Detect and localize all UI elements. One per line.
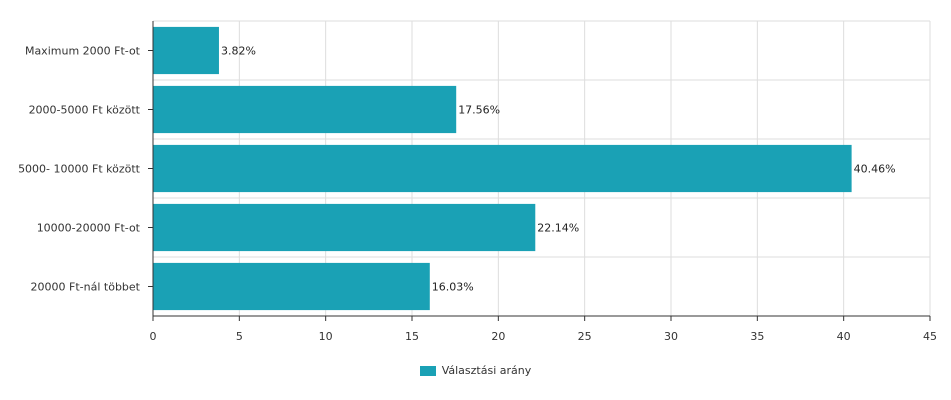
- x-tick-label: 45: [923, 330, 937, 343]
- bar[interactable]: [153, 26, 219, 75]
- bar[interactable]: [153, 262, 430, 311]
- x-tick-label: 0: [150, 330, 157, 343]
- x-tick-label: 20: [491, 330, 505, 343]
- data-label: 40.46%: [854, 163, 896, 176]
- x-tick-label: 5: [236, 330, 243, 343]
- x-tick-label: 25: [578, 330, 592, 343]
- bar[interactable]: [153, 144, 852, 193]
- category-label: 2000-5000 Ft között: [29, 104, 141, 117]
- legend-swatch: [419, 365, 436, 376]
- x-tick-label: 35: [750, 330, 764, 343]
- x-tick-label: 15: [405, 330, 419, 343]
- legend-label: Választási arány: [441, 364, 532, 377]
- x-tick-label: 10: [319, 330, 333, 343]
- category-label: 10000-20000 Ft-ot: [37, 222, 141, 235]
- category-label: 20000 Ft-nál többet: [31, 281, 141, 294]
- x-tick-label: 30: [664, 330, 678, 343]
- category-label: Maximum 2000 Ft-ot: [25, 45, 141, 58]
- data-label: 22.14%: [537, 222, 579, 235]
- category-label: 5000- 10000 Ft között: [18, 163, 141, 176]
- legend[interactable]: Választási arány: [0, 364, 951, 379]
- bar[interactable]: [153, 85, 457, 134]
- data-label: 3.82%: [221, 45, 256, 58]
- data-label: 16.03%: [432, 281, 474, 294]
- data-label: 17.56%: [458, 104, 500, 117]
- bar[interactable]: [153, 203, 536, 252]
- x-tick-label: 40: [837, 330, 851, 343]
- legend-item[interactable]: Választási arány: [419, 364, 532, 377]
